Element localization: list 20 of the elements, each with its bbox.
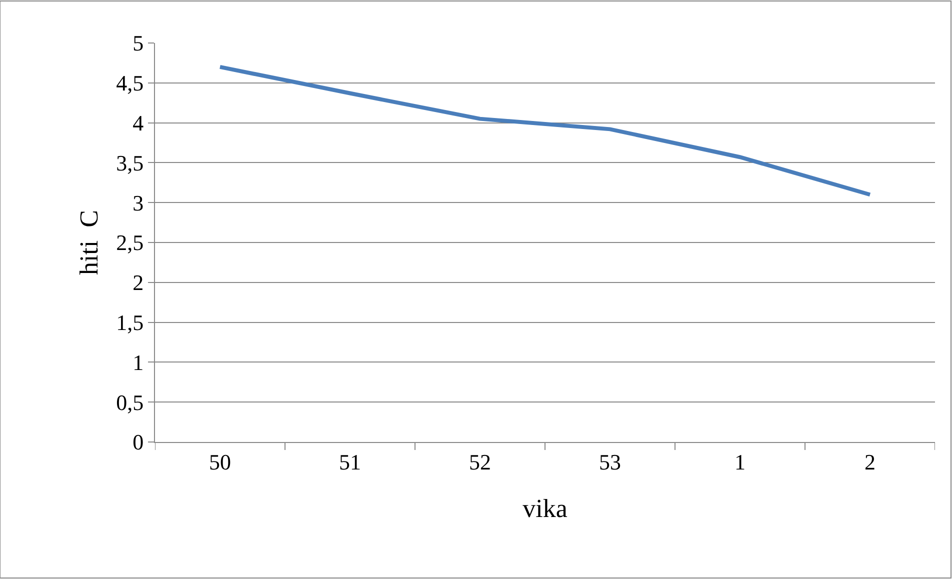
x-tick-label: 52 [469, 449, 491, 474]
y-tick-label: 5 [132, 30, 144, 56]
y-tick-label: 0,5 [116, 390, 144, 415]
y-axis-title: hiti C [74, 210, 104, 276]
y-tick-label: 0 [132, 430, 144, 455]
x-tick-label: 1 [734, 449, 746, 474]
x-tick-label: 53 [599, 449, 621, 474]
x-axis-title: vika [522, 494, 568, 524]
x-tick-label: 2 [864, 449, 876, 474]
x-tick-label: 51 [339, 449, 361, 474]
y-tick-label: 1,5 [116, 310, 144, 335]
y-tick-label: 3 [132, 190, 144, 216]
y-tick-label: 4 [132, 110, 144, 136]
y-tick-label: 2,5 [116, 230, 144, 256]
y-tick-label: 2 [132, 270, 144, 296]
x-tick-label: 50 [209, 449, 231, 474]
y-tick-label: 1 [132, 350, 144, 375]
y-tick-label: 3,5 [116, 150, 144, 176]
line-series [218, 64, 872, 197]
y-tick-label: 4,5 [116, 70, 144, 96]
